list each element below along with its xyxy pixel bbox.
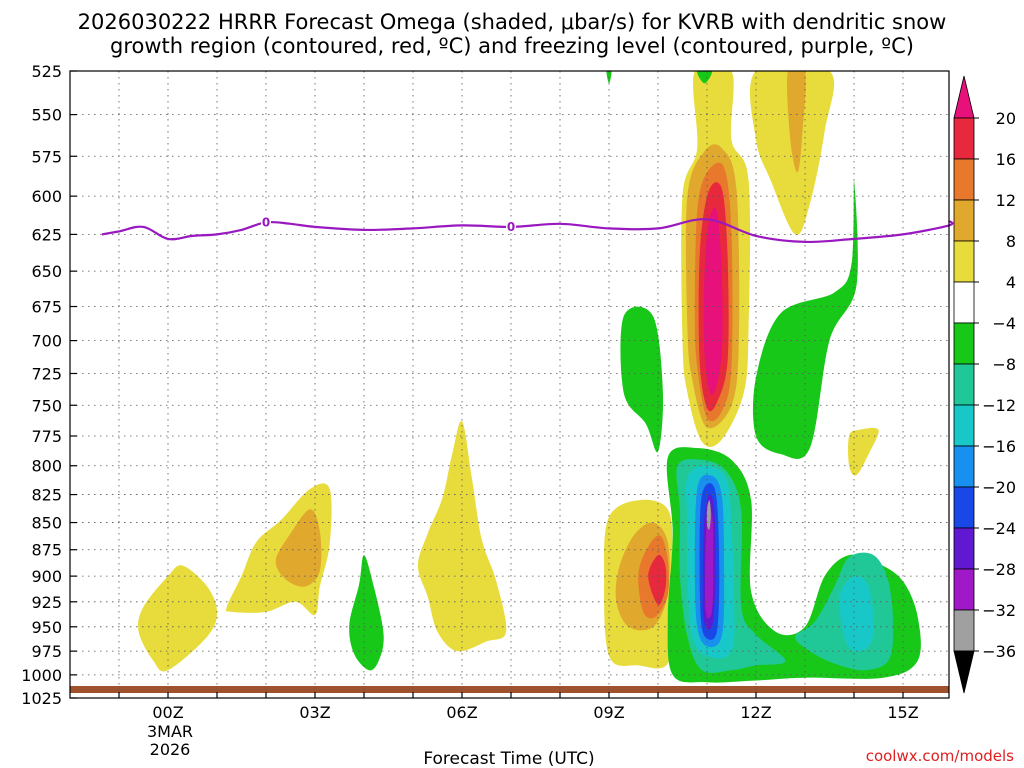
colorbar-box [953,322,975,365]
colorbar-box [953,404,975,447]
x-tick-label: 00Z [152,703,183,722]
y-tick-label: 725 [31,364,62,383]
freezing-label-bg [506,218,516,233]
omega-region-upward-16-9z [648,554,667,606]
chart-title-line1: 2026030222 HRRR Forecast Omega (shaded, … [78,10,947,34]
y-axis: 525 550 575 600 625 650 675 700 725 750 775 800 825 8… [21,62,77,708]
date-label-year: 2026 [150,740,191,759]
omega-region-downward-8-10z [620,306,664,453]
y-tick-label: 1025 [21,689,62,708]
terrain-band [70,686,949,693]
omega-region-downward-8-13z-mid [752,180,858,459]
y-tick-label: 550 [31,106,62,125]
colorbar: 20 16 12 8 4 −4 −8 −12 −16 −20 −24 −28 −32 −36 [953,75,1016,694]
colorbar-box [953,568,975,611]
y-tick-label: 625 [31,225,62,244]
x-tick-label: 09Z [593,703,624,722]
colorbar-label: −8 [992,355,1016,374]
y-tick-label: 875 [31,541,62,560]
colorbar-label: 8 [1006,232,1016,251]
colorbar-label: −28 [982,560,1016,579]
colorbar-box [953,117,975,160]
y-tick-label: 1000 [21,666,62,685]
x-tick-label: 06Z [446,703,477,722]
y-tick-label: 800 [31,457,62,476]
colorbar-label: 16 [996,150,1016,169]
colorbar-box [953,486,975,529]
colorbar-bottom-triangle [953,650,975,694]
y-tick-label: 575 [31,147,62,166]
omega-region-upward-20-11z-col [703,207,723,396]
colorbar-box [953,240,975,283]
date-label-month: 3MAR [147,722,193,741]
colorbar-label: 4 [1006,273,1016,292]
omega-region-downward-8-11z-top [697,71,713,84]
omega-region-downward-16-14z [838,575,874,652]
omega-region-upward-8-2z [275,509,322,587]
x-tick-label: 15Z [887,703,918,722]
omega-region-downward-32-11z [704,510,714,619]
y-tick-label: 950 [31,618,62,637]
y-tick-label: 825 [31,486,62,505]
colorbar-box [953,363,975,406]
y-tick-label: 525 [31,62,62,81]
freezing-level-line [101,218,954,244]
omega-region-upward-4-14z [848,427,879,476]
omega-region-upward-4-0z [138,565,217,672]
y-tick-label: 900 [31,567,62,586]
plot-frame [69,70,950,699]
freezing-label-bg [261,214,271,229]
omega-region-downward-8-4z [349,555,384,671]
colorbar-label: −4 [992,314,1016,333]
colorbar-label: −20 [982,478,1016,497]
y-tick-label: 850 [31,514,62,533]
colorbar-label: −24 [982,519,1016,538]
colorbar-box [953,527,975,570]
colorbar-label: 12 [996,191,1016,210]
y-tick-label: 750 [31,396,62,415]
colorbar-label: −36 [982,642,1016,661]
colorbar-label: −16 [982,437,1016,456]
y-tick-label: 925 [31,593,62,612]
freezing-level-label: 0 [507,220,515,234]
chart-title-line2: growth region (contoured, red, ºC) and f… [110,34,914,58]
y-tick-label: 700 [31,332,62,351]
y-tick-label: 600 [31,187,62,206]
omega-region-downward-36-11z [706,500,711,530]
colorbar-box [953,199,975,242]
omega-shading [138,71,921,683]
omega-region-upward-8-13z-top [786,71,806,173]
freezing-level-label: 0 [262,215,270,229]
x-tick-label: 03Z [299,703,330,722]
omega-region-upward-4-6z [417,420,507,652]
x-axis: 00Z 03Z 06Z 09Z 12Z 15Z [118,692,919,722]
colorbar-label: −12 [982,396,1016,415]
x-tick-label: 12Z [740,703,771,722]
y-tick-label: 775 [31,427,62,446]
colorbar-label: −32 [982,601,1016,620]
colorbar-box [953,445,975,488]
colorbar-label: 20 [996,109,1016,128]
colorbar-top-triangle [953,75,975,119]
colorbar-box [953,609,975,652]
y-tick-label: 675 [31,298,62,317]
colorbar-box [953,158,975,201]
y-tick-label: 975 [31,642,62,661]
x-axis-title: Forecast Time (UTC) [423,749,594,768]
credit-link[interactable]: coolwx.com/models [866,747,1014,765]
colorbar-box [953,281,975,324]
terrain-strip [70,686,949,693]
y-tick-label: 650 [31,262,62,281]
